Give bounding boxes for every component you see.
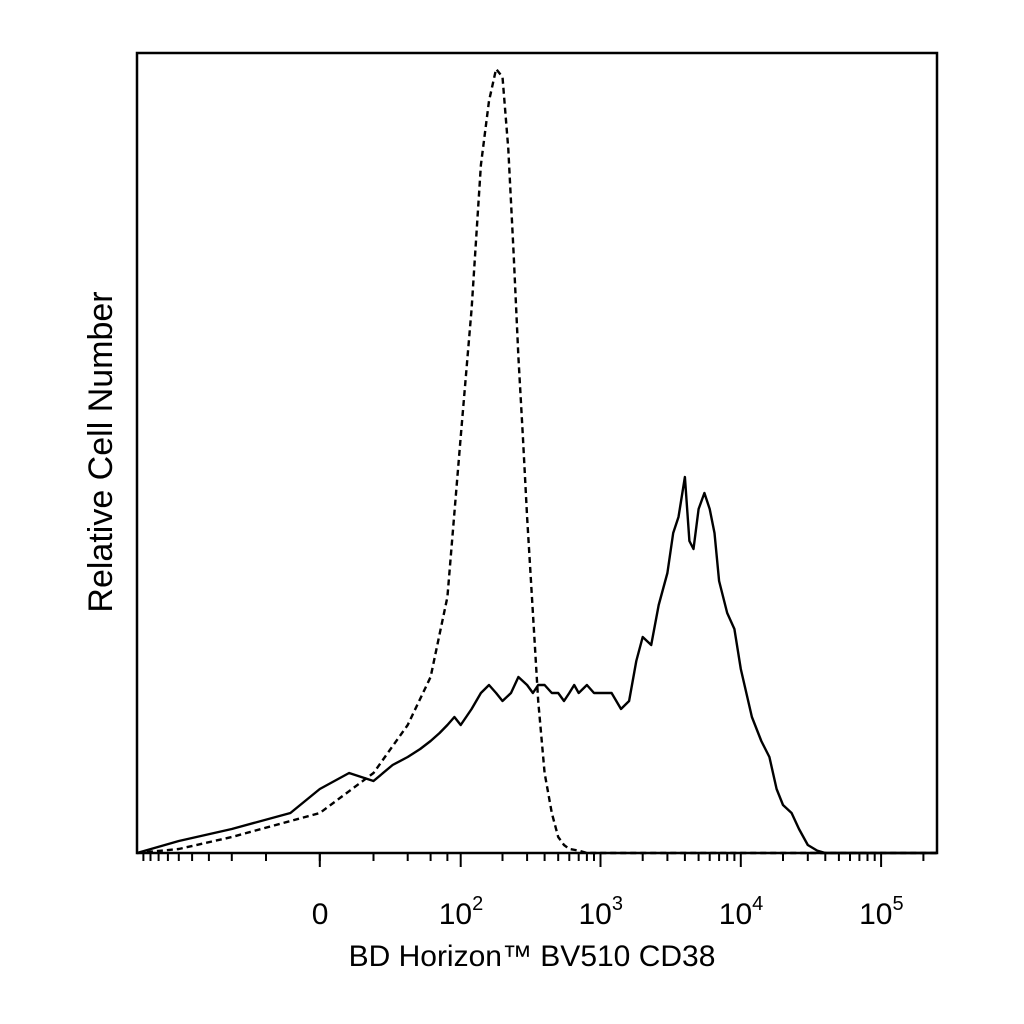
x-tick-label: 103 [579, 893, 624, 931]
series-line-control [136, 67, 937, 855]
y-axis-title: Relative Cell Number [82, 291, 120, 612]
x-axis-title: BD Horizon™ BV510 CD38 [349, 940, 716, 973]
x-axis-tick-labels: 0 102 103 104 105 [312, 893, 904, 931]
x-tick-label: 104 [719, 893, 764, 931]
x-tick-label: 102 [439, 893, 484, 931]
series-line-stained [136, 475, 937, 855]
x-tick-label: 0 [312, 898, 329, 931]
series-group [136, 67, 937, 855]
x-axis-ticks [142, 853, 925, 867]
plot-frame [135, 51, 939, 855]
x-tick-label: 105 [859, 893, 904, 931]
